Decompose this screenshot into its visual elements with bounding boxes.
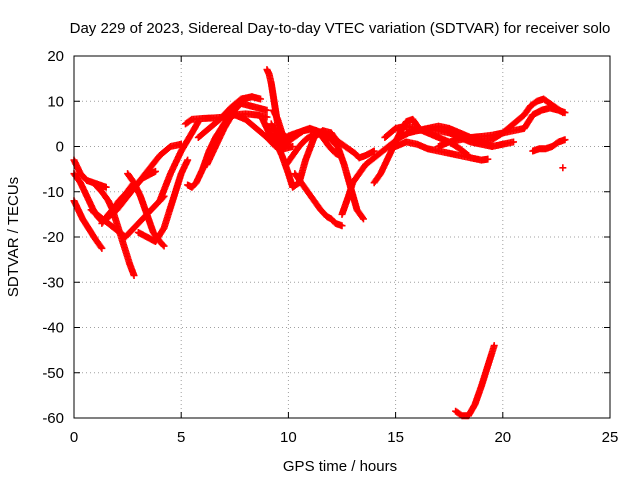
data-point <box>359 215 367 223</box>
axis-ticks: 0 5 10 15 20 25 20 10 0 -10 -20 -30 -40 -50 -60 <box>42 48 618 446</box>
data-point <box>484 155 492 163</box>
x-tick-label: 25 <box>602 429 619 446</box>
x-tick-label: 20 <box>494 429 511 446</box>
series-arc9 <box>134 156 192 246</box>
data-point <box>98 244 106 252</box>
x-axis-label: GPS time / hours <box>283 458 397 475</box>
x-tick-label: 0 <box>70 429 78 446</box>
y-tick-label: -50 <box>42 365 64 382</box>
series-arc30 <box>559 164 567 172</box>
data-point <box>559 109 567 117</box>
data-point <box>263 113 271 121</box>
data-point <box>130 271 138 279</box>
data-point <box>263 106 271 114</box>
data-point <box>289 143 297 150</box>
data-point <box>160 242 168 250</box>
data-point <box>184 156 192 164</box>
data-point <box>490 342 498 350</box>
series-arc23 <box>370 115 423 187</box>
x-tick-label: 10 <box>280 429 297 446</box>
data-point <box>510 138 518 146</box>
y-tick-label: -30 <box>42 274 64 291</box>
series-arc29 <box>529 136 569 155</box>
series-arc21 <box>291 170 346 230</box>
data-points <box>70 66 569 420</box>
series-arc2 <box>70 197 106 252</box>
series-arc14 <box>203 93 265 169</box>
data-point <box>558 108 566 116</box>
data-point <box>370 147 378 155</box>
y-tick-label: 10 <box>47 93 64 110</box>
y-tick-label: -40 <box>42 320 64 337</box>
data-point <box>559 164 567 172</box>
y-tick-label: -10 <box>42 184 64 201</box>
series-arc31 <box>452 342 498 420</box>
x-tick-label: 15 <box>387 429 404 446</box>
data-point <box>151 167 159 175</box>
data-point <box>338 222 346 230</box>
y-axis-label: SDTVAR / TECUs <box>5 177 22 297</box>
data-point <box>561 136 569 144</box>
series-arc7 <box>102 140 185 223</box>
y-tick-label: -20 <box>42 229 64 246</box>
x-tick-label: 5 <box>177 429 185 446</box>
data-point <box>102 183 110 191</box>
series-arc10 <box>156 118 202 205</box>
data-point <box>359 214 367 222</box>
y-tick-label: 20 <box>47 48 64 65</box>
data-point <box>97 243 105 251</box>
data-point <box>159 241 167 249</box>
data-point <box>257 95 265 103</box>
series-arc28 <box>477 95 567 146</box>
y-tick-label: 0 <box>56 139 64 156</box>
chart-title: Day 229 of 2023, Sidereal Day-to-day VTE… <box>70 20 611 37</box>
series-arc25 <box>392 138 492 164</box>
y-tick-label: -60 <box>42 410 64 427</box>
